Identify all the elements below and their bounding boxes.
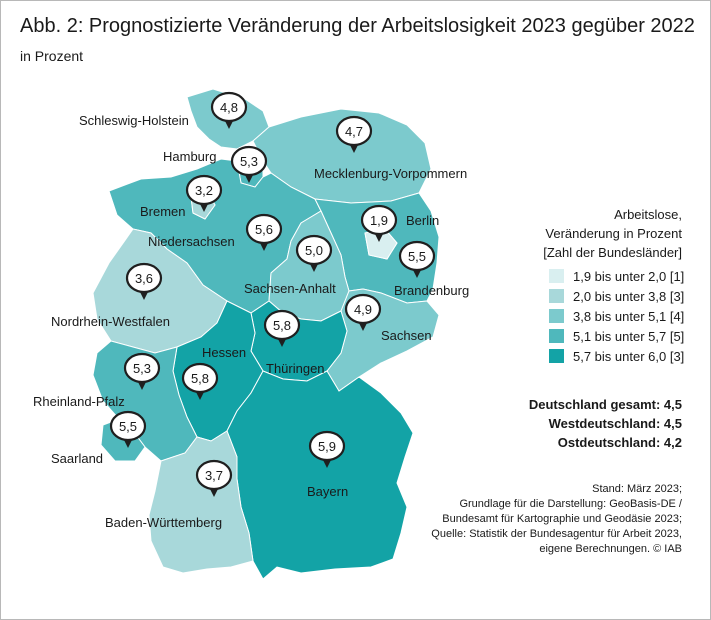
label-sachsen: Sachsen <box>381 328 432 343</box>
pin-bubble <box>308 430 346 462</box>
label-berlin: Berlin <box>406 213 439 228</box>
value-pin: 3,7 <box>195 459 233 497</box>
region-bayern <box>226 370 414 580</box>
legend-swatch <box>549 309 564 323</box>
pin-value: 5,9 <box>318 439 336 454</box>
pin-bubble <box>123 352 161 384</box>
legend-label: 5,7 bis unter 6,0 [3] <box>573 348 685 364</box>
label-rheinland-pfalz: Rheinland-Pfalz <box>33 394 125 409</box>
label-niedersachsen: Niedersachsen <box>148 234 235 249</box>
label-schleswig-holstein: Schleswig-Holstein <box>79 113 189 128</box>
source-line: eigene Berechnungen. © IAB <box>539 543 682 555</box>
legend-heading-line: Arbeitslose, <box>614 207 682 222</box>
value-pin: 1,9 <box>360 204 398 242</box>
legend-heading-line: [Zahl der Bundesländer] <box>543 245 682 260</box>
pin-value: 4,8 <box>220 100 238 115</box>
source-note: Stand: März 2023; Grundlage für die Dars… <box>431 482 682 557</box>
value-pin: 5,3 <box>230 145 268 183</box>
value-pin: 5,5 <box>109 410 147 448</box>
pin-bubble <box>181 362 219 394</box>
pin-value: 4,7 <box>345 124 363 139</box>
value-pin: 3,2 <box>185 174 223 212</box>
legend-swatch <box>549 289 564 303</box>
pin-bubble <box>210 91 248 123</box>
legend-heading: Arbeitslose, Veränderung in Prozent [Zah… <box>543 205 682 262</box>
pin-bubble <box>125 262 163 294</box>
legend-label: 2,0 bis unter 3,8 [3] <box>573 288 685 304</box>
page-subtitle: in Prozent <box>20 48 84 64</box>
total-deutschland: Deutschland gesamt: 4,5 <box>528 397 682 412</box>
pin-bubble <box>295 234 333 266</box>
pin-value: 1,9 <box>370 213 388 228</box>
legend-swatch <box>549 269 564 283</box>
value-pin: 5,6 <box>245 213 283 251</box>
pin-value: 4,9 <box>354 302 372 317</box>
pin-value: 5,8 <box>273 318 291 333</box>
pin-bubble <box>360 204 398 236</box>
pin-value: 5,5 <box>408 249 426 264</box>
value-pin: 4,7 <box>335 115 373 153</box>
label-sachsen-anhalt: Sachsen-Anhalt <box>244 281 336 296</box>
legend-swatch <box>549 349 564 363</box>
pin-value: 3,6 <box>135 271 153 286</box>
label-saarland: Saarland <box>51 451 103 466</box>
pin-bubble <box>335 115 373 147</box>
summary-totals: Deutschland gesamt: 4,5 Westdeutschland:… <box>529 395 682 452</box>
value-pin: 4,9 <box>344 293 382 331</box>
source-line: Quelle: Statistik der Bundesagentur für … <box>431 528 682 540</box>
pin-value: 3,2 <box>195 183 213 198</box>
pin-bubble <box>263 309 301 341</box>
value-pin: 5,8 <box>181 362 219 400</box>
legend-label: 3,8 bis unter 5,1 [4] <box>573 308 685 324</box>
label-thueringen: Thüringen <box>266 361 325 376</box>
source-line: Bundesamt für Kartographie und Geodäsie … <box>442 513 682 525</box>
legend-label: 1,9 bis unter 2,0 [1] <box>573 268 685 284</box>
value-pin: 3,6 <box>125 262 163 300</box>
source-line: Grundlage für die Darstellung: GeoBasis-… <box>459 498 682 510</box>
legend-item: 3,8 bis unter 5,1 [4] <box>549 306 684 326</box>
value-pin: 4,8 <box>210 91 248 129</box>
value-pin: 5,9 <box>308 430 346 468</box>
label-bremen: Bremen <box>140 204 186 219</box>
label-bayern: Bayern <box>307 484 348 499</box>
pin-value: 5,3 <box>240 154 258 169</box>
pin-bubble <box>245 213 283 245</box>
legend-item: 5,1 bis unter 5,7 [5] <box>549 326 684 346</box>
value-pin: 5,8 <box>263 309 301 347</box>
pin-value: 5,3 <box>133 361 151 376</box>
pin-bubble <box>398 240 436 272</box>
pin-bubble <box>185 174 223 206</box>
legend-item: 1,9 bis unter 2,0 [1] <box>549 266 684 286</box>
legend: 1,9 bis unter 2,0 [1] 2,0 bis unter 3,8 … <box>549 266 684 366</box>
pin-value: 3,7 <box>205 468 223 483</box>
value-pin: 5,3 <box>123 352 161 390</box>
value-pin: 5,0 <box>295 234 333 272</box>
label-hamburg: Hamburg <box>163 149 216 164</box>
label-hessen: Hessen <box>202 345 246 360</box>
legend-swatch <box>549 329 564 343</box>
pin-bubble <box>109 410 147 442</box>
pin-bubble <box>344 293 382 325</box>
pin-bubble <box>195 459 233 491</box>
legend-heading-line: Veränderung in Prozent <box>545 226 682 241</box>
pin-bubble <box>230 145 268 177</box>
pin-value: 5,0 <box>305 243 323 258</box>
pin-value: 5,5 <box>119 419 137 434</box>
legend-label: 5,1 bis unter 5,7 [5] <box>573 328 685 344</box>
source-line: Stand: März 2023; <box>592 483 682 495</box>
legend-item: 2,0 bis unter 3,8 [3] <box>549 286 684 306</box>
label-nordrhein-westfalen: Nordrhein-Westfalen <box>51 314 170 329</box>
total-ost: Ostdeutschland: 4,2 <box>557 435 682 450</box>
value-pin: 5,5 <box>398 240 436 278</box>
pin-value: 5,6 <box>255 222 273 237</box>
label-baden-wuerttemberg: Baden-Württemberg <box>105 515 222 530</box>
pin-value: 5,8 <box>191 371 209 386</box>
label-mecklenburg-vorpommern: Mecklenburg-Vorpommern <box>314 166 467 181</box>
legend-item: 5,7 bis unter 6,0 [3] <box>549 346 684 366</box>
page-title: Abb. 2: Prognostizierte Veränderung der … <box>20 15 695 37</box>
label-brandenburg: Brandenburg <box>394 283 469 298</box>
total-west: Westdeutschland: 4,5 <box>548 416 682 431</box>
